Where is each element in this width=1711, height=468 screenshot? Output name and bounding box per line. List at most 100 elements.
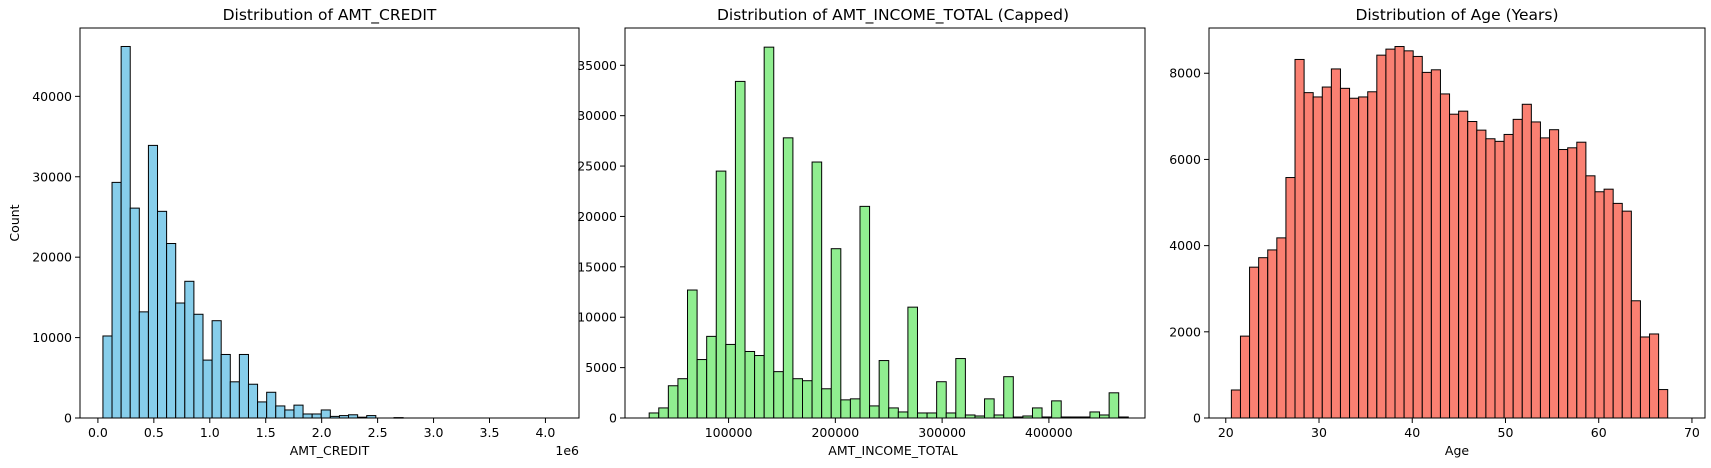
histogram-bar	[211, 320, 222, 419]
x-ticks: 100000 200000 300000 400000	[705, 418, 1073, 440]
histogram-bar	[102, 335, 113, 419]
histogram-bar	[916, 412, 928, 419]
histogram-bar	[706, 335, 717, 419]
histogram-bar	[1003, 376, 1014, 419]
histogram-bar	[1312, 96, 1323, 419]
histogram-bar	[220, 353, 231, 419]
histogram-bar	[869, 405, 880, 419]
histogram-bar	[257, 401, 268, 419]
histogram-bar	[1367, 91, 1378, 419]
x-tick-label: 60	[1591, 425, 1607, 440]
histogram-bar	[111, 181, 122, 419]
x-tick-label: 100000	[705, 425, 753, 440]
histogram-bar	[1249, 266, 1260, 419]
histogram-bar	[247, 383, 259, 419]
histogram-bar	[897, 411, 909, 419]
x-tick-label: 20	[1218, 425, 1234, 440]
x-tick-label: 200000	[811, 425, 859, 440]
chart-panel-age: Distribution of Age (Years) 20 30 40 50 60 70…	[1169, 6, 1706, 458]
histogram-bar	[1512, 118, 1523, 419]
histogram-bar	[888, 407, 899, 419]
x-ticks: 0.0 0.5 1.0 1.5 2.0 2.5 3.0 3.5 4.0	[88, 418, 555, 440]
histogram-bar	[648, 412, 660, 419]
histogram-bar	[1549, 129, 1560, 419]
histogram-bar	[1321, 86, 1332, 419]
histogram-bar	[754, 355, 765, 419]
y-tick-label: 10000	[32, 330, 72, 345]
x-tick-label: 2.5	[368, 425, 388, 440]
y-tick-label: 35000	[577, 58, 617, 73]
x-axis-label: AMT_CREDIT	[290, 443, 370, 458]
histogram-bar	[1294, 58, 1305, 419]
histogram-bar	[202, 359, 213, 419]
histogram-bar	[193, 313, 204, 419]
histogram-bar	[238, 353, 249, 419]
histogram-bar	[945, 412, 957, 419]
histogram-bar	[275, 405, 286, 419]
y-ticks: 0 5000 10000 15000 20000 25000 30000 35000	[577, 58, 625, 426]
histogram-bar	[1230, 389, 1241, 419]
histogram-bar	[782, 137, 794, 419]
histogram-bar	[157, 210, 168, 419]
histogram-bar	[1276, 237, 1287, 419]
histogram-bar	[830, 248, 842, 419]
x-tick-label: 70	[1684, 425, 1700, 440]
histogram-bar	[658, 407, 669, 419]
histogram-bar	[1449, 113, 1460, 419]
histogram-bar	[955, 358, 966, 419]
histogram-bar	[725, 343, 736, 419]
y-tick-label: 20000	[32, 250, 72, 265]
histogram-bar	[696, 359, 708, 419]
x-ticks: 20 30 40 50 60 70	[1218, 418, 1700, 440]
histogram-bar	[1630, 300, 1641, 419]
histogram-bar	[311, 413, 322, 419]
chart-title: Distribution of Age (Years)	[1355, 6, 1558, 24]
histogram-bar	[1594, 191, 1605, 419]
histogram-bars	[648, 46, 1129, 419]
x-tick-label: 50	[1498, 425, 1514, 440]
histogram-bar	[120, 45, 131, 419]
histogram-bar	[1330, 68, 1341, 419]
plot-frame	[79, 27, 580, 419]
y-axis-label: Count	[7, 204, 22, 241]
histogram-bar	[821, 388, 832, 419]
chart-title: Distribution of AMT_INCOME_TOTAL (Capped…	[717, 6, 1069, 25]
histogram-bar	[1612, 202, 1623, 419]
histogram-bar	[677, 378, 689, 419]
y-tick-label: 10000	[577, 310, 617, 325]
histogram-bar	[667, 385, 679, 419]
chart-title: Distribution of AMT_CREDIT	[223, 6, 437, 25]
histogram-bar	[302, 413, 313, 419]
histogram-bars	[1230, 46, 1669, 419]
histogram-bar	[1467, 121, 1478, 419]
histogram-bar	[1649, 333, 1660, 419]
histogram-bar	[1439, 93, 1451, 419]
y-tick-label: 2000	[1169, 324, 1201, 339]
y-ticks: 0 2000 4000 6000 8000	[1169, 66, 1209, 426]
histogram-bar	[166, 243, 177, 419]
y-tick-label: 15000	[577, 259, 617, 274]
histogram-bar	[1503, 133, 1514, 419]
histogram-bar	[1576, 141, 1587, 419]
y-tick-label: 4000	[1169, 238, 1201, 253]
histogram-bar	[1051, 400, 1062, 419]
y-tick-label: 20000	[577, 209, 617, 224]
histogram-bar	[1494, 140, 1505, 419]
histogram-bar	[1394, 46, 1405, 419]
histogram-bar	[936, 381, 947, 419]
histogram-bar	[1349, 97, 1360, 419]
histogram-bar	[284, 409, 295, 419]
histogram-bar	[138, 311, 149, 419]
y-tick-label: 0	[64, 411, 72, 426]
histogram-bar	[773, 371, 784, 419]
histogram-bar	[926, 412, 938, 419]
histogram-bar	[1621, 210, 1632, 419]
plot-frame	[624, 27, 1146, 419]
histogram-bar	[1430, 69, 1441, 419]
x-tick-label: 0.0	[88, 425, 108, 440]
histogram-bar	[1521, 103, 1532, 419]
x-tick-label: 1.0	[200, 425, 220, 440]
histogram-bar	[1412, 55, 1423, 419]
histogram-bar	[849, 398, 861, 419]
